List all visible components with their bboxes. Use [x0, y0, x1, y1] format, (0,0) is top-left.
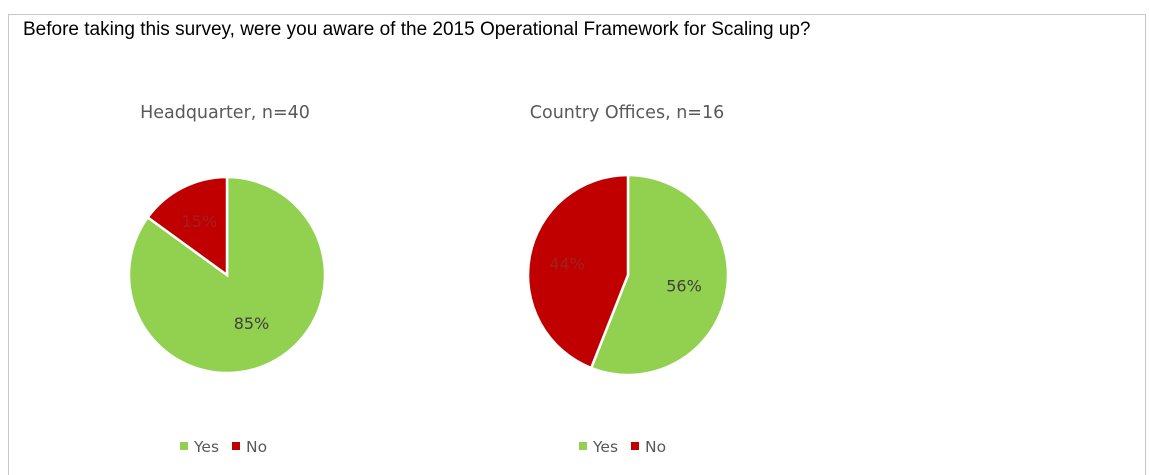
- slice-label-no: 44%: [549, 254, 585, 273]
- survey-question: Before taking this survey, were you awar…: [23, 19, 811, 40]
- headquarter-pie-svg: Headquarter, n=40 85% 15% Yes No: [127, 103, 327, 456]
- figure-frame: [8, 14, 1146, 475]
- headquarter-pie-chart: Headquarter, n=40 85% 15% Yes No: [110, 95, 350, 470]
- legend-label-no: No: [645, 438, 666, 456]
- legend-label-yes: Yes: [592, 438, 618, 456]
- legend: Yes No: [180, 438, 267, 456]
- legend-label-no: No: [246, 438, 267, 456]
- legend-label-yes: Yes: [193, 438, 219, 456]
- slice-labels: 85% 15%: [182, 212, 270, 333]
- legend-swatch-no: [232, 442, 240, 450]
- chart-title: Headquarter, n=40: [140, 103, 310, 123]
- slice-label-no: 15%: [182, 212, 218, 231]
- pie-slices: [526, 173, 730, 377]
- slice-labels: 56% 44%: [549, 254, 701, 295]
- slice-label-yes: 56%: [666, 277, 702, 296]
- country-offices-pie-chart: Country Offices, n=16 56% 44% Yes No: [500, 95, 760, 470]
- chart-title: Country Offices, n=16: [530, 103, 724, 123]
- legend: Yes No: [579, 438, 666, 456]
- legend-swatch-yes: [579, 442, 587, 450]
- pie-slice-no: [145, 175, 229, 278]
- legend-swatch-yes: [180, 442, 188, 450]
- pie-slice-no: [526, 173, 630, 370]
- pie-slices: [127, 175, 327, 375]
- slice-label-yes: 85%: [234, 314, 270, 333]
- legend-swatch-no: [631, 442, 639, 450]
- country-offices-pie-svg: Country Offices, n=16 56% 44% Yes No: [526, 103, 730, 456]
- pie-slice-yes: [589, 173, 730, 377]
